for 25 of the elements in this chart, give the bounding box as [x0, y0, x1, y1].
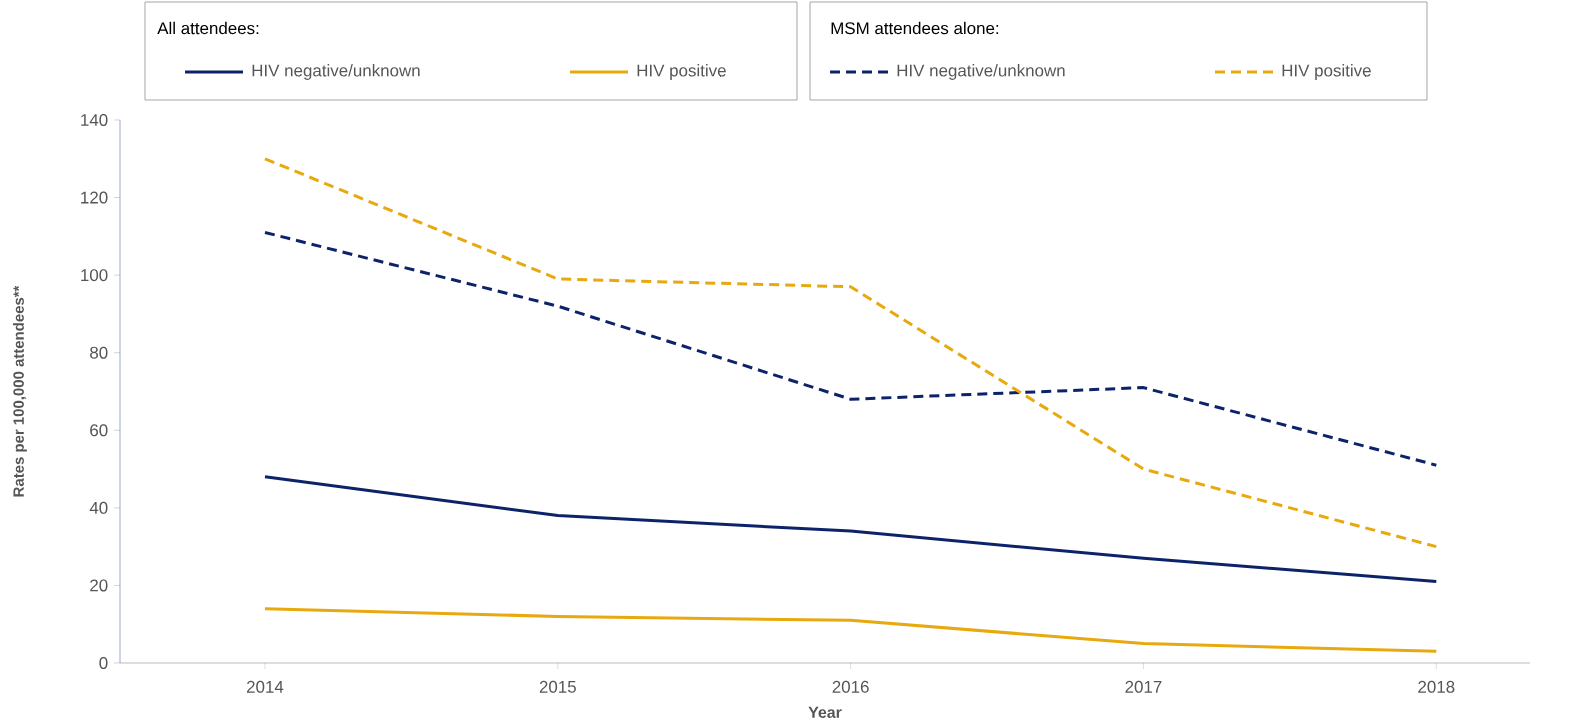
y-tick-label: 60	[90, 424, 108, 437]
y-tick-label: 20	[90, 579, 108, 592]
x-tick-label: 2015	[539, 680, 576, 693]
text: MSM attendees alone:	[831, 21, 999, 35]
text: All attendees:	[157, 21, 259, 35]
y-tick-label: 120	[81, 191, 108, 204]
y-axis-title: Rates per 100,000 attendees**	[12, 285, 27, 497]
line-series	[263, 475, 1438, 584]
line-series	[263, 607, 1438, 653]
x-tick-label: 2014	[246, 680, 284, 693]
y-tick-label: 140	[81, 113, 108, 126]
line-series	[263, 230, 1438, 467]
x-axis-title: Year	[808, 706, 842, 718]
y-tick-label: 40	[89, 501, 108, 514]
legend-label: HIV negative/unknown	[897, 64, 1065, 80]
legend-label: HIV negative/unknown	[252, 64, 420, 80]
x-tick-label: 2016	[832, 680, 869, 693]
x-tick-label: 2018	[1418, 680, 1455, 693]
y-tick-label: 0	[99, 656, 108, 669]
legend-label: HIV positive	[1282, 64, 1371, 80]
legend-label: HIV positive	[637, 64, 726, 80]
x-tick-label: 2017	[1125, 680, 1162, 693]
y-tick-label: 100	[81, 269, 108, 282]
y-tick-label: 80	[90, 346, 108, 359]
line-series	[263, 157, 1438, 549]
